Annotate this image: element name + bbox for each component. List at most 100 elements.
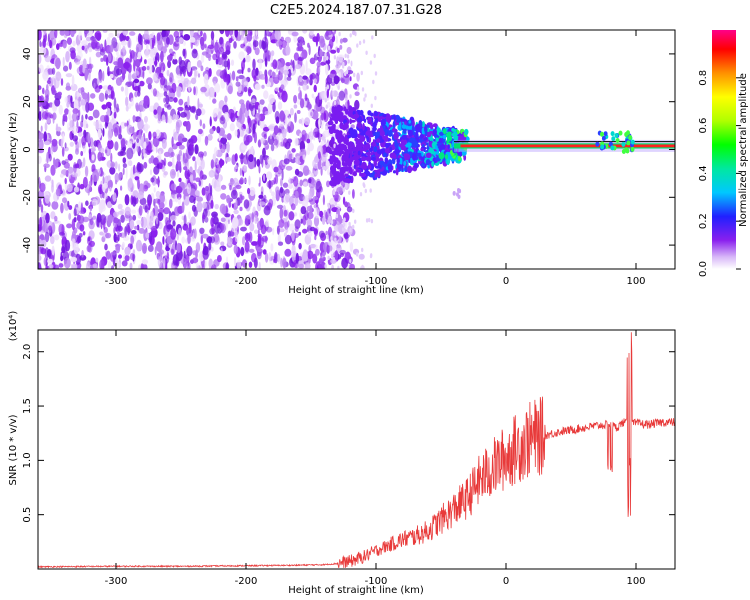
spectrogram-cell <box>302 83 308 91</box>
spectrogram-cell <box>333 100 337 106</box>
spectrogram-cell <box>220 37 224 49</box>
spectrogram-cell <box>242 165 248 172</box>
spectrogram-cell <box>180 221 184 227</box>
spectrogram-cell <box>81 40 88 46</box>
spectrogram-cell <box>411 139 418 147</box>
spectrogram-cell <box>122 167 125 176</box>
spectrogram-cell <box>94 30 102 40</box>
spectrogram-cell <box>133 70 140 76</box>
spectrogram-cell <box>171 82 177 94</box>
spectrogram-cell <box>70 83 78 92</box>
spectrogram-cell <box>162 236 165 245</box>
spectrogram-cell <box>302 75 308 80</box>
spectrogram-cell <box>187 233 191 245</box>
spectrogram-cell <box>171 136 174 147</box>
spectrogram-cell <box>186 182 191 195</box>
spectrogram-cell <box>235 199 238 207</box>
spectrogram-cell <box>312 253 318 264</box>
spectrogram-cell <box>44 175 52 182</box>
spectrogram-cell <box>132 249 136 255</box>
spectrogram-cell <box>97 151 103 162</box>
spectrogram-cell <box>67 153 73 161</box>
spectrogram-cell <box>177 133 185 144</box>
y-tick-label: 2.0 <box>22 344 33 360</box>
spectrogram-cell <box>103 193 109 200</box>
spectrogram-cell <box>614 133 619 138</box>
spectrogram-cell <box>319 37 325 48</box>
spectrogram-cell <box>404 165 408 172</box>
spectrogram-cell <box>42 221 49 233</box>
spectrogram-cell <box>411 125 415 132</box>
spectrogram-cell <box>109 44 114 53</box>
spectrogram-cell <box>56 43 60 50</box>
spectrogram-cell <box>272 227 275 236</box>
spectrogram-cell <box>164 198 167 206</box>
spectrogram-cell <box>338 111 344 118</box>
spectrogram-cell <box>71 172 78 178</box>
spectrogram-cell <box>87 63 94 69</box>
spectrogram-cell <box>438 152 445 160</box>
spectrogram-cell <box>374 165 382 169</box>
spectrogram-cell <box>245 54 251 63</box>
spectrogram-cell <box>65 51 70 63</box>
spectrogram-cell <box>176 74 183 79</box>
spectrogram-cell <box>142 71 145 79</box>
spectrogram-cell <box>41 239 47 248</box>
spectrogram-cell <box>183 194 186 200</box>
spectrogram-cell <box>70 30 75 38</box>
spectrogram-cell <box>106 57 109 66</box>
spectrogram-cell <box>273 125 279 136</box>
spectrogram-cell <box>276 225 280 235</box>
spectrogram-cell <box>82 65 86 74</box>
spectrogram-cell <box>359 192 363 197</box>
spectrogram-cell <box>115 77 123 86</box>
spectrogram-cell <box>351 161 355 167</box>
spectrogram-cell <box>181 201 185 213</box>
spectrogram-cell <box>353 72 356 78</box>
spectrogram-cell <box>310 112 313 116</box>
spectrogram-heatmap <box>38 30 675 269</box>
spectrogram-cell <box>383 129 389 133</box>
spectrogram-cell <box>114 127 118 137</box>
spectrogram-cell <box>313 78 318 84</box>
spectrogram-cell <box>336 187 343 195</box>
spectrogram-cell <box>278 141 282 148</box>
spectrogram-cell <box>109 73 114 79</box>
spectrogram-cell <box>196 108 202 116</box>
spectrogram-cell <box>234 30 238 38</box>
spectrogram-cell <box>218 174 221 186</box>
y-tick-label: 1.0 <box>22 452 33 468</box>
spectrogram-cell <box>73 99 79 110</box>
spectrogram-cell <box>166 69 170 77</box>
spectrogram-cell <box>297 46 304 52</box>
spectrogram-cell <box>199 119 202 127</box>
spectrogram-cell <box>309 30 315 36</box>
snr-y-axis-label: SNR (10 * v/v) <box>8 414 19 485</box>
spectrogram-cell <box>169 77 173 83</box>
spectrogram-cell <box>415 131 419 139</box>
spectrogram-cell <box>201 263 205 269</box>
spectrogram-cell <box>273 166 279 173</box>
spectrogram-cell <box>335 65 340 74</box>
spectrogram-cell <box>48 225 52 231</box>
spectrogram-cell <box>210 199 214 209</box>
spectrogram-cell <box>336 47 340 54</box>
spectrogram-cell <box>78 96 81 102</box>
spectrogram-cell <box>331 87 334 98</box>
spectrogram-cell <box>172 58 178 65</box>
spectrogram-cell <box>51 182 54 193</box>
spectrogram-cell <box>365 151 372 156</box>
spectrogram-cell <box>127 224 131 236</box>
spectrogram-cell <box>327 126 334 130</box>
spectrogram-cell <box>300 117 304 126</box>
spectrogram-cell <box>157 256 163 268</box>
spectrogram-cell <box>395 167 399 176</box>
spectrogram-cell <box>85 102 90 113</box>
spectrogram-cell <box>88 47 93 53</box>
spectrogram-cell <box>106 175 111 182</box>
spectrogram-cell <box>105 89 112 95</box>
spectrogram-cell <box>317 127 320 140</box>
spectrogram-cell <box>116 103 119 113</box>
spectrogram-cell <box>611 136 616 142</box>
spectrogram-cell <box>291 244 296 254</box>
